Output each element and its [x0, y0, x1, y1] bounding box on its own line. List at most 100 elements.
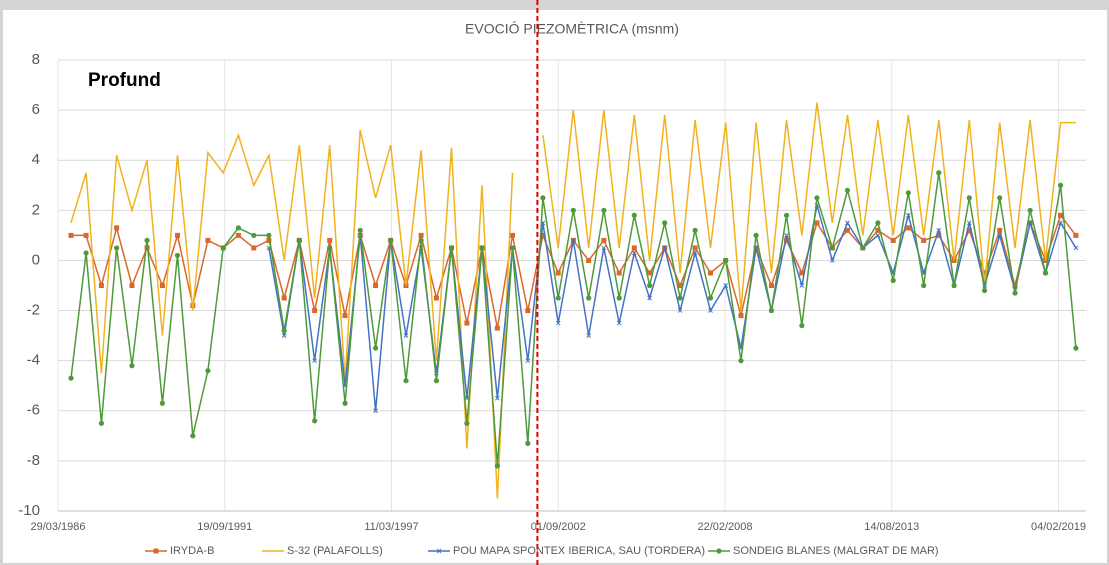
marker	[616, 320, 622, 326]
marker	[540, 195, 546, 201]
marker	[525, 358, 531, 364]
marker	[586, 295, 592, 301]
marker	[1042, 270, 1049, 276]
chart-title: EVOCIÓ PIEZOMÈTRICA (msnm)	[465, 21, 679, 37]
y-tick-label: 0	[32, 251, 40, 268]
marker	[616, 270, 622, 276]
marker	[1058, 212, 1064, 218]
marker	[494, 463, 500, 469]
marker	[312, 308, 318, 314]
y-tick-label: -4	[27, 352, 40, 369]
marker	[1073, 245, 1079, 251]
marker	[129, 363, 135, 369]
marker	[905, 190, 911, 196]
marker	[997, 195, 1003, 201]
marker	[875, 220, 881, 226]
marker	[707, 295, 714, 301]
marker	[586, 257, 592, 263]
marker	[114, 225, 120, 231]
marker	[716, 548, 722, 554]
marker	[372, 345, 379, 351]
series	[68, 0, 1079, 565]
legend-label: IRYDA-B	[170, 545, 214, 557]
series-line	[70, 130, 514, 499]
x-tick-label: 11/03/1997	[364, 521, 418, 533]
x-tick-label: 01/09/2002	[531, 521, 586, 533]
marker	[190, 433, 196, 439]
legend: IRYDA-B S-32 (PALAFOLLS) POU MAPA SPONTEX …	[145, 545, 939, 557]
marker	[768, 283, 774, 288]
marker	[159, 400, 165, 406]
marker	[707, 270, 713, 276]
marker	[829, 245, 835, 251]
x-tick-label: 29/03/1986	[30, 521, 85, 533]
marker	[281, 333, 287, 338]
series-line	[542, 102, 1076, 311]
marker	[692, 245, 698, 251]
marker	[479, 245, 485, 251]
x-tick-label: 22/02/2008	[697, 521, 752, 533]
marker	[1058, 220, 1063, 226]
marker	[433, 378, 440, 384]
marker	[342, 400, 348, 406]
axis-labels: -10 -8 -6 -4 -2 0 2 4 6 8 29/03/1986 19/09/1991 11/0…	[18, 51, 1086, 533]
marker	[738, 313, 744, 319]
marker	[433, 295, 439, 301]
marker	[677, 308, 683, 313]
y-tick-label: 2	[32, 201, 40, 218]
y-tick-label: 4	[32, 151, 40, 168]
marker	[829, 258, 835, 263]
marker	[875, 233, 881, 238]
marker	[68, 375, 74, 381]
marker	[68, 232, 74, 238]
marker	[905, 225, 911, 231]
marker	[631, 245, 637, 251]
annotation: Profund	[88, 70, 161, 91]
marker	[494, 325, 500, 331]
marker	[464, 320, 470, 326]
marker	[601, 237, 607, 243]
marker	[601, 245, 607, 251]
marker	[418, 232, 424, 238]
y-tick-label: -6	[27, 402, 40, 419]
marker	[205, 237, 211, 243]
marker	[1027, 207, 1033, 213]
x-tick-label: 14/08/2013	[864, 521, 919, 533]
marker	[814, 195, 820, 201]
marker	[814, 220, 820, 226]
y-tick-label: 6	[32, 101, 40, 118]
marker	[723, 257, 729, 264]
marker	[98, 420, 105, 426]
marker	[631, 212, 637, 218]
marker	[327, 237, 333, 243]
marker	[692, 227, 698, 233]
marker	[844, 227, 850, 233]
marker	[509, 245, 516, 251]
marker	[951, 282, 957, 289]
legend-label: SONDEIG BLANES (MALGRAT DE MAR)	[733, 545, 939, 557]
legend-label: POU MAPA SPONTEX IBERICA, SAU (TORDERA)	[453, 545, 705, 557]
marker	[783, 212, 790, 218]
marker	[875, 227, 881, 233]
marker	[997, 233, 1003, 238]
marker	[464, 420, 470, 426]
marker	[677, 295, 683, 301]
marker	[388, 237, 394, 243]
marker	[509, 232, 515, 238]
marker	[342, 313, 348, 319]
marker	[312, 418, 318, 424]
marker	[525, 440, 531, 446]
marker	[418, 237, 424, 243]
marker	[982, 287, 988, 294]
marker	[312, 358, 317, 364]
marker	[129, 283, 135, 288]
marker	[153, 548, 159, 554]
legend-label: S-32 (PALAFOLLS)	[287, 545, 383, 557]
marker	[555, 320, 561, 326]
marker	[647, 282, 653, 289]
marker	[799, 283, 805, 288]
marker	[205, 368, 211, 374]
marker	[555, 270, 561, 276]
marker	[83, 250, 89, 256]
